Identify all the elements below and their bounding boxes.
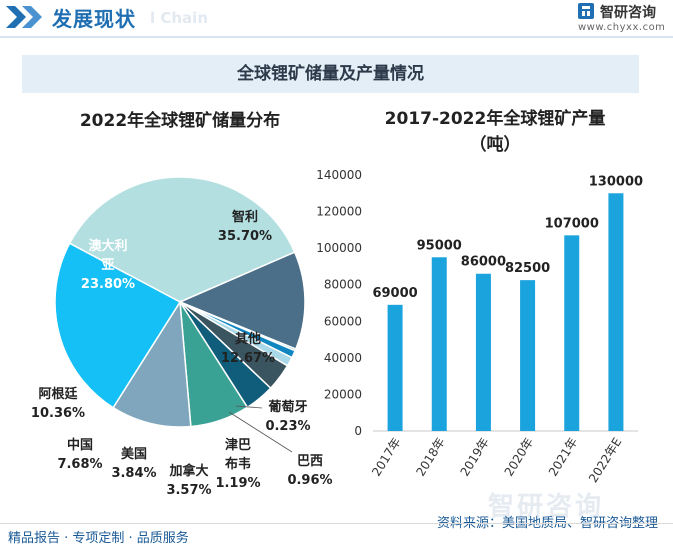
pie-label-name: 亚	[101, 258, 115, 273]
bar-2019年	[475, 273, 491, 431]
bar-2017年	[387, 304, 403, 431]
y-tick-label: 120000	[316, 205, 362, 219]
bar-value-label: 107000	[545, 216, 599, 231]
pie-label-value: 7.68%	[57, 457, 103, 472]
pie-label-name: 澳大利	[88, 239, 128, 254]
pie-label: 美国 3.84%	[84, 445, 184, 483]
x-tick-label: 2020年	[502, 435, 536, 479]
pie-slice-1	[178, 251, 306, 351]
y-tick-label: 80000	[324, 278, 362, 292]
footer-slogan: 精品报告 · 专项定制 · 品质服务	[8, 531, 189, 546]
bottom-watermark: 智研咨询	[488, 492, 605, 522]
bar-chart-title-line1: 2017-2022年全球锂矿产量	[384, 109, 606, 129]
chart-banner-title: 全球锂矿储量及产量情况	[22, 55, 639, 93]
pie-label-value: 35.70%	[217, 229, 273, 244]
y-tick-label: 0	[354, 424, 362, 438]
pie-label-name: 加拿大	[169, 464, 209, 479]
pie-leader-line	[228, 411, 293, 453]
pie-label-name: 葡萄牙	[268, 400, 308, 415]
header-divider	[0, 36, 673, 38]
pie-label-value: 0.23%	[265, 419, 311, 434]
page-header: 发展现状 l Chain 智研咨询 www.chyxx.com	[0, 0, 673, 36]
pie-label-value: 1.19%	[215, 476, 261, 491]
pie-label: 其他 12.67%	[198, 330, 298, 368]
brand-name: 智研咨询	[600, 5, 656, 21]
bar-2020年	[520, 280, 536, 431]
pie-label: 巴西 0.96%	[260, 452, 360, 490]
y-tick-label: 40000	[324, 351, 362, 365]
pie-chart-title: 2022年全球锂矿储量分布	[79, 111, 281, 131]
pie-label-value: 3.57%	[166, 483, 212, 498]
pie-label-value: 23.80%	[80, 277, 136, 292]
chevron-right-icon	[6, 6, 42, 28]
bar-chart-title: 2017-2022年全球锂矿产量 （吨）	[350, 106, 640, 158]
pie-label: 中国 7.68%	[30, 436, 130, 474]
bar-2018年	[431, 257, 447, 431]
pie-slice-0	[68, 176, 296, 303]
pie-label-name: 巴西	[296, 454, 323, 469]
header-watermark: l Chain	[150, 9, 208, 27]
x-tick-label: 2017年	[369, 435, 403, 479]
bar-value-label: 86000	[461, 255, 506, 270]
bar-2022年E	[608, 193, 624, 431]
bar-2021年	[564, 235, 580, 431]
bar-value-label: 69000	[372, 286, 417, 301]
footer-divider	[0, 523, 673, 524]
pie-label-name: 布韦	[224, 457, 251, 472]
y-tick-label: 140000	[316, 168, 362, 182]
pie-label-name: 津巴	[224, 438, 251, 453]
pie-label: 加拿大 3.57%	[139, 462, 239, 500]
pie-label-value: 0.96%	[287, 473, 333, 488]
x-tick-label: 2022年E	[586, 435, 624, 485]
pie-label: 澳大利亚 23.80%	[58, 237, 158, 294]
y-tick-label: 60000	[324, 314, 362, 328]
pie-label-name: 中国	[66, 438, 93, 453]
pie-label: 葡萄牙 0.23%	[238, 398, 338, 436]
x-tick-label: 2018年	[413, 435, 447, 479]
pie-label-value: 3.84%	[111, 466, 157, 481]
bar-value-label: 82500	[505, 261, 550, 276]
x-tick-label: 2021年	[546, 435, 580, 479]
pie-leader-line	[235, 405, 263, 409]
pie-label-name: 其他	[234, 332, 261, 347]
pie-label-name: 智利	[231, 210, 258, 225]
bar-value-label: 130000	[589, 174, 643, 189]
pie-label: 津巴布韦 1.19%	[188, 436, 288, 493]
pie-label: 阿根廷 10.36%	[8, 385, 108, 423]
bar-value-label: 95000	[417, 238, 462, 253]
x-tick-label: 2019年	[458, 435, 492, 479]
y-tick-label: 100000	[316, 241, 362, 255]
pie-label-value: 12.67%	[220, 351, 276, 366]
section-title: 发展现状	[52, 7, 136, 31]
brand-logo-icon	[578, 3, 594, 19]
pie-label-name: 美国	[120, 447, 147, 462]
source-note: 资料来源：美国地质局、智研咨询整理	[437, 516, 659, 531]
pie-label-name: 阿根廷	[38, 387, 78, 402]
pie-slice-8	[112, 299, 192, 428]
y-tick-label: 20000	[324, 387, 362, 401]
pie-label: 智利 35.70%	[195, 208, 295, 246]
bar-chart-title-line2: （吨）	[469, 135, 521, 155]
pie-slice-9	[54, 242, 182, 409]
pie-label-value: 10.36%	[30, 406, 86, 421]
brand-url[interactable]: www.chyxx.com	[578, 22, 666, 33]
